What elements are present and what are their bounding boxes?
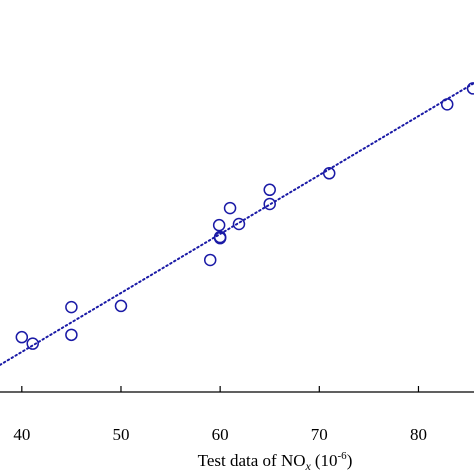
point <box>440 98 454 111</box>
x-tick-label: 50 <box>112 425 129 444</box>
point <box>213 231 227 245</box>
point <box>232 217 246 231</box>
point <box>466 82 474 95</box>
point <box>15 330 29 344</box>
x-label-unit: (10 <box>315 451 338 470</box>
point <box>223 201 237 215</box>
x-tick-label: 80 <box>410 425 427 444</box>
point <box>26 337 39 350</box>
point <box>322 167 336 180</box>
x-tick-label: 60 <box>212 425 229 444</box>
x-tick-label: 70 <box>311 425 328 444</box>
point <box>65 328 78 342</box>
x-label-text: Test data of NO <box>198 451 306 470</box>
point <box>263 183 276 197</box>
point <box>65 300 78 314</box>
x-label-sup: -6 <box>338 450 348 462</box>
x-axis-label: Test data of NOx (10-6) <box>198 450 353 473</box>
point <box>212 218 226 232</box>
x-tick-label: 40 <box>13 425 30 444</box>
point <box>203 253 217 267</box>
x-label-close: ) <box>347 451 353 470</box>
x-label-sub: x <box>305 459 312 473</box>
point <box>263 197 276 211</box>
fit-line <box>0 82 474 366</box>
point <box>114 299 128 313</box>
